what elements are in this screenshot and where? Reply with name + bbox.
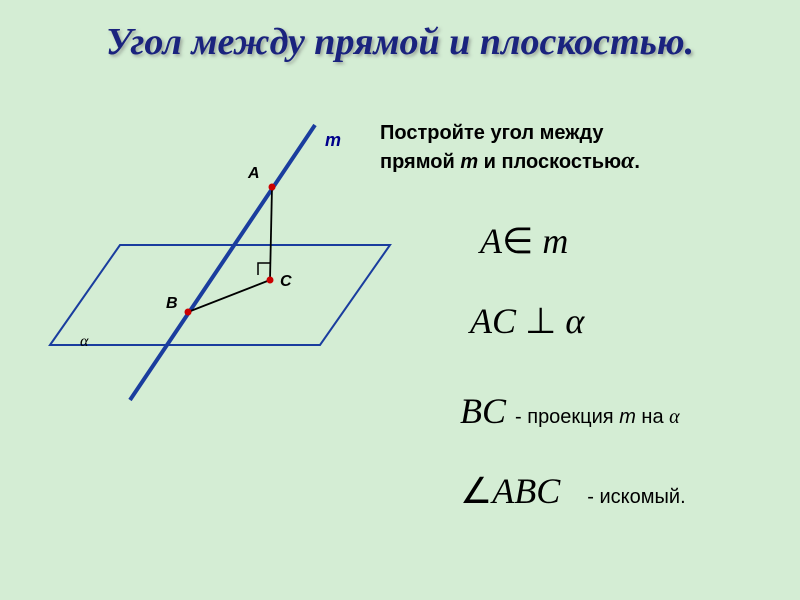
point-c <box>267 277 274 284</box>
math-a: A <box>480 221 502 261</box>
instruction-text: Постройте угол между прямой m и плоскост… <box>380 120 780 177</box>
math-row-3: BC - проекция m на α <box>460 390 680 432</box>
line-m <box>130 125 315 400</box>
math-abc: ABC <box>492 471 560 511</box>
angle-symbol: ∠ <box>460 471 492 511</box>
math-row-2: AC ⊥ α <box>470 300 584 342</box>
math-row-1: A∈ m <box>480 220 568 262</box>
label-c: C <box>280 273 292 291</box>
math-bc: BC <box>460 391 506 431</box>
geometry-diagram: A B C m α <box>40 115 400 415</box>
plane-alpha <box>50 245 390 345</box>
instruction-line2b: и плоскостью <box>478 151 621 173</box>
math-alpha: α <box>565 301 584 341</box>
diagram-svg <box>40 115 400 415</box>
instruction-alpha: α <box>621 148 634 174</box>
label-m: m <box>325 130 341 151</box>
label-a: A <box>248 165 260 183</box>
math-row-4: ∠ABC - искомый. <box>460 470 686 512</box>
perp-symbol: ⊥ <box>525 301 556 341</box>
page-title: Угол между прямой и плоскостью. <box>0 20 800 64</box>
right-angle-marker <box>258 263 270 275</box>
proj-txt-a: - проекция <box>515 406 619 428</box>
instruction-m: m <box>460 151 478 173</box>
point-a <box>269 184 276 191</box>
instruction-line1: Постройте угол между <box>380 122 604 144</box>
in-symbol: ∈ <box>502 221 533 261</box>
proj-txt-b: на <box>636 406 669 428</box>
sought-text: - искомый. <box>587 486 685 508</box>
label-alpha: α <box>80 333 88 351</box>
point-b <box>185 309 192 316</box>
proj-m: m <box>619 406 636 428</box>
proj-text: - проекция m на α <box>515 406 680 428</box>
proj-alpha: α <box>669 406 680 428</box>
math-ac: AC <box>470 301 516 341</box>
instruction-dot: . <box>634 151 640 173</box>
label-b: B <box>166 295 178 313</box>
perpendicular-ac <box>270 187 272 280</box>
math-m: m <box>542 221 568 261</box>
